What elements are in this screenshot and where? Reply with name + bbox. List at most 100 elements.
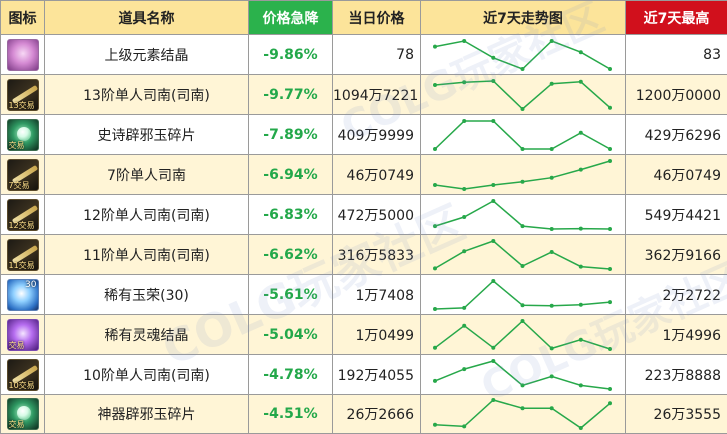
table-row[interactable]: 12交易 12阶单人司南(司南) -6.83% 472万5000 549万4421 <box>0 194 727 235</box>
tradable-badge: 交易 <box>8 140 25 150</box>
item-name[interactable]: 史诗辟邪玉碎片 <box>44 114 249 155</box>
seven-day-max-price: 1万4996 <box>625 314 727 355</box>
current-price: 1万0499 <box>332 314 421 355</box>
tradable-badge: 10交易 <box>8 380 35 390</box>
header-drop[interactable]: 价格急降 <box>248 0 333 35</box>
header-trend: 近7天走势图 <box>420 0 626 35</box>
trend-point <box>491 78 496 83</box>
trend-point <box>433 422 437 427</box>
trend-point <box>549 303 554 308</box>
price-drop-percent: -5.61% <box>248 274 333 315</box>
table-row[interactable]: 10交易 10阶单人司南(司南) -4.78% 192万4055 223万8888 <box>0 354 727 395</box>
trend-sparkline-cell <box>420 34 626 75</box>
blade-11-icon: 11交易 <box>6 238 39 271</box>
trend-point <box>462 424 467 429</box>
trend-point <box>462 79 467 84</box>
trend-point <box>608 346 612 351</box>
jade-orb-shape <box>16 406 31 420</box>
trend-sparkline <box>433 118 612 151</box>
trend-point <box>549 345 554 350</box>
tradable-badge: 交易 <box>8 420 25 429</box>
item-name[interactable]: 10阶单人司南(司南) <box>44 354 249 395</box>
tradable-badge: 12交易 <box>8 220 35 230</box>
item-name[interactable]: 稀有玉荣(30) <box>44 274 249 315</box>
trend-point <box>608 66 612 71</box>
table-row[interactable]: 交易 史诗辟邪玉碎片 -7.89% 409万9999 429万6296 <box>0 114 727 155</box>
table-row[interactable]: 上级元素结晶 -9.86% 78 83 <box>0 34 727 75</box>
seven-day-max-price: 549万4421 <box>625 194 727 235</box>
trend-point <box>491 55 496 60</box>
item-icon-cell: 11交易 <box>0 234 45 275</box>
seven-day-max-price: 83 <box>625 34 727 75</box>
trend-point <box>549 226 554 231</box>
jade-fragment-icon: 交易 <box>6 118 39 151</box>
trend-sparkline-cell <box>420 194 626 235</box>
trend-sparkline-cell <box>420 314 626 355</box>
price-drop-percent: -5.04% <box>248 314 333 355</box>
price-drop-percent: -9.86% <box>248 34 333 75</box>
item-name[interactable]: 13阶单人司南(司南) <box>44 74 249 115</box>
trend-sparkline <box>433 318 612 351</box>
current-price: 1万7408 <box>332 274 421 315</box>
current-price: 409万9999 <box>332 114 421 155</box>
trend-point <box>578 49 583 54</box>
trend-point <box>491 278 496 283</box>
jade-orb-shape <box>16 126 31 141</box>
table-row[interactable]: 7交易 7阶单人司南 -6.94% 46万0749 46万0749 <box>0 154 727 195</box>
trend-point <box>433 265 437 270</box>
item-name[interactable]: 12阶单人司南(司南) <box>44 194 249 235</box>
table-row[interactable]: 13交易 13阶单人司南(司南) -9.77% 1094万7221 1200万0000 <box>0 74 727 115</box>
current-price: 316万5833 <box>332 234 421 275</box>
trend-line <box>434 39 611 70</box>
table-row[interactable]: 交易 稀有灵魂结晶 -5.04% 1万0499 1万4996 <box>0 314 727 355</box>
table-header-row: 图标 道具名称 价格急降 当日价格 近7天走势图 近7天最高 <box>0 0 727 35</box>
table-row[interactable]: 11交易 11阶单人司南(司南) -6.62% 316万5833 362万9166 <box>0 234 727 275</box>
price-drop-percent: -9.77% <box>248 74 333 115</box>
trend-sparkline <box>433 358 612 391</box>
item-name[interactable]: 7阶单人司南 <box>44 154 249 195</box>
trend-sparkline-cell <box>420 234 626 275</box>
header-name: 道具名称 <box>44 0 249 35</box>
table-row[interactable]: 交易 神器辟邪玉碎片 -4.51% 26万2666 26万3555 <box>0 394 727 434</box>
tradable-badge: 11交易 <box>8 260 35 270</box>
trend-point <box>433 44 437 49</box>
seven-day-max-price: 429万6296 <box>625 114 727 155</box>
current-price: 192万4055 <box>332 354 421 395</box>
trend-point <box>549 406 554 411</box>
trend-point <box>433 182 437 187</box>
trend-point <box>549 146 554 151</box>
tradable-badge: 交易 <box>8 340 25 350</box>
trend-point <box>491 118 496 123</box>
trend-sparkline-cell <box>420 274 626 315</box>
trend-point <box>608 226 612 231</box>
trend-point <box>491 358 496 363</box>
item-name[interactable]: 神器辟邪玉碎片 <box>44 394 249 434</box>
header-max: 近7天最高 <box>625 0 727 35</box>
trend-point <box>520 382 525 387</box>
trend-point <box>520 318 525 323</box>
price-drop-percent: -6.62% <box>248 234 333 275</box>
seven-day-max-price: 1200万0000 <box>625 74 727 115</box>
trend-sparkline-cell <box>420 114 626 155</box>
table-row[interactable]: 30 稀有玉荣(30) -5.61% 1万7408 2万2722 <box>0 274 727 315</box>
jade-glory-icon: 30 <box>6 278 39 311</box>
trend-line <box>434 159 611 190</box>
trend-sparkline-cell <box>420 74 626 115</box>
trend-point <box>578 264 583 269</box>
trend-point <box>578 302 583 307</box>
header-price: 当日价格 <box>332 0 421 35</box>
trend-point <box>462 248 467 253</box>
trend-point <box>520 263 525 268</box>
item-name[interactable]: 上级元素结晶 <box>44 34 249 75</box>
soul-crystal-icon: 交易 <box>6 318 39 351</box>
trend-point <box>578 167 583 172</box>
seven-day-max-price: 26万3555 <box>625 394 727 434</box>
item-icon-cell: 10交易 <box>0 354 45 395</box>
item-name[interactable]: 稀有灵魂结晶 <box>44 314 249 355</box>
item-name[interactable]: 11阶单人司南(司南) <box>44 234 249 275</box>
trend-point <box>578 130 583 135</box>
trend-point <box>462 214 467 219</box>
trend-point <box>433 146 437 151</box>
trend-point <box>578 226 583 231</box>
